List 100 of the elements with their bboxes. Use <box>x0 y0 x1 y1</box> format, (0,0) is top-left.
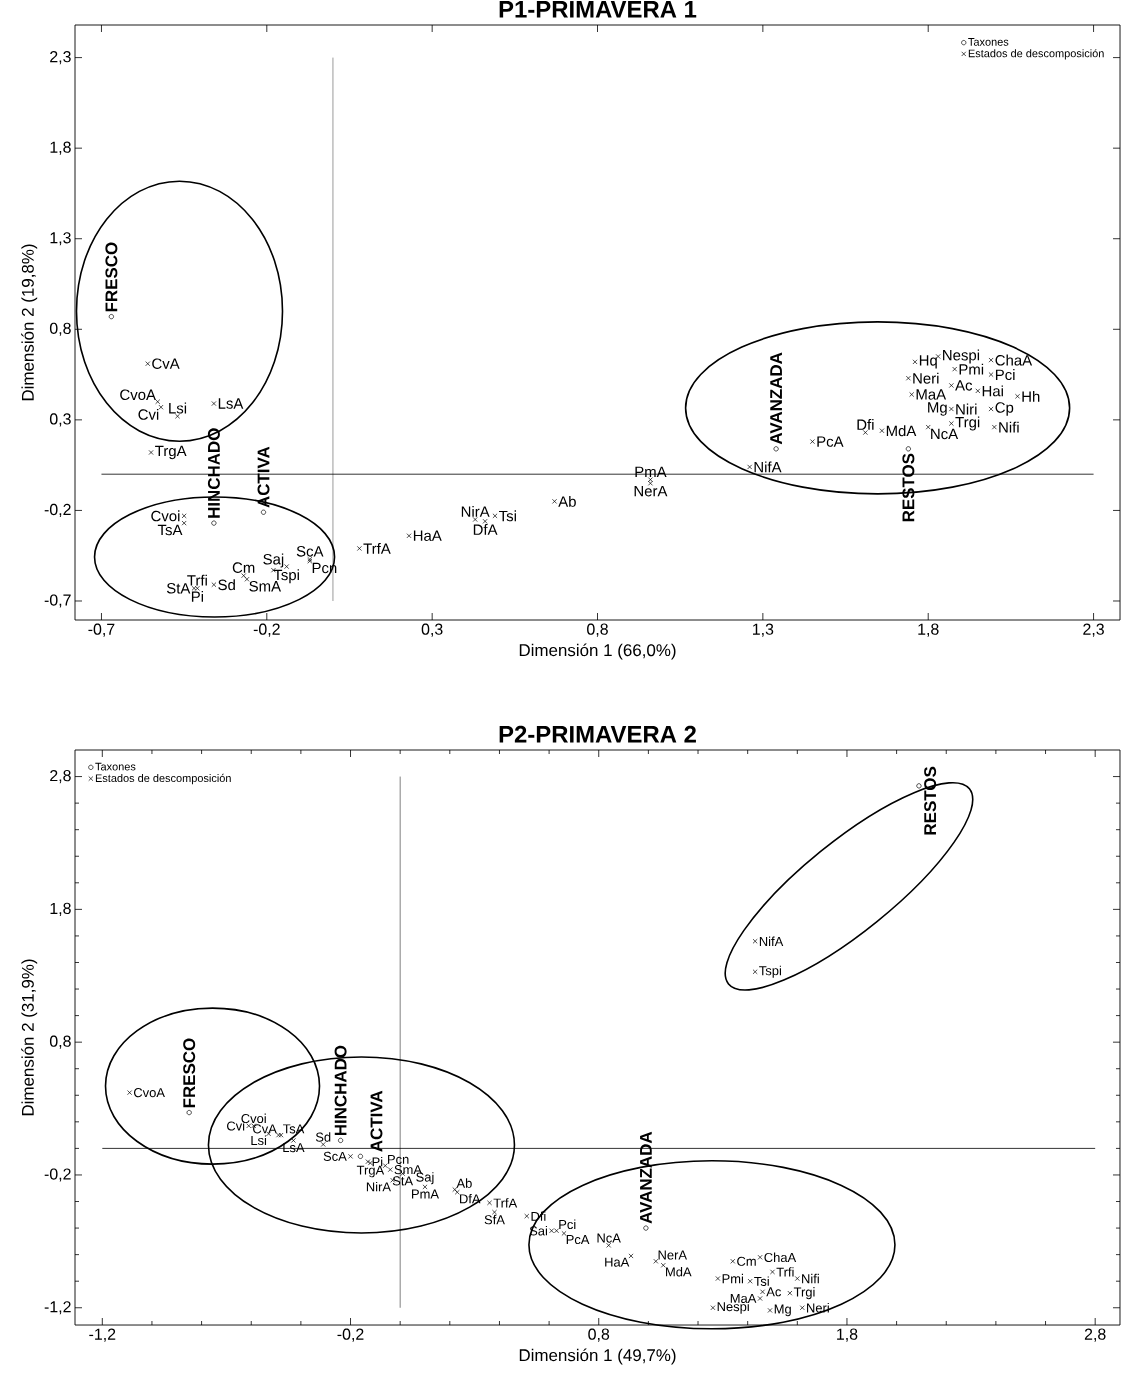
annotation: Cvi <box>227 1121 245 1131</box>
annotation: Niri <box>956 403 977 415</box>
annotation: Nespi <box>943 349 980 364</box>
annotation: NifA <box>759 936 784 946</box>
chart-title: P1-PRIMAVERA 1 <box>499 1 697 18</box>
annotation: MdA <box>666 1266 692 1277</box>
annotation: HINCHADO <box>207 428 220 518</box>
annotation: Nifi <box>802 1273 819 1284</box>
annotation: Nifi <box>999 421 1019 433</box>
annotation: CvoA <box>120 389 156 401</box>
annotation: Ac <box>955 380 973 391</box>
annotation: NcA <box>597 1233 621 1243</box>
annotation: CvoA <box>133 1088 165 1098</box>
x-tick-label: 1,3 <box>753 623 774 637</box>
annotation: FRESCO <box>105 242 118 312</box>
x-tick-label: 0,8 <box>588 1328 610 1342</box>
annotation: Pi <box>191 591 203 602</box>
y-tick-label: 1,8 <box>50 141 71 155</box>
annotation: NifA <box>754 461 782 473</box>
y-tick-label: -0,7 <box>44 594 71 608</box>
x-tick-label: -0,2 <box>253 623 280 637</box>
annotation: PmA <box>412 1189 439 1199</box>
annotation: Trfi <box>776 1267 794 1277</box>
x-axis-title: Dimensión 1 (66,0%) <box>519 643 676 660</box>
annotation: NerA <box>658 1250 687 1260</box>
annotation: MdA <box>886 425 917 437</box>
annotation: Pcn <box>388 1154 409 1164</box>
annotation: Pci <box>995 369 1015 381</box>
x-tick-label: 0,8 <box>587 623 608 637</box>
annotation: Ab <box>456 1178 472 1188</box>
annotation: Saj <box>263 553 284 568</box>
annotation: TsA <box>157 524 183 536</box>
x-tick-label: -0,7 <box>88 623 115 637</box>
legend-label: Estados de descomposición <box>968 49 1104 60</box>
annotation: PcA <box>566 1235 590 1245</box>
annotation: SfA <box>484 1214 505 1225</box>
legend-label: Estados de descomposición <box>95 773 231 785</box>
annotation: Mg <box>774 1304 791 1317</box>
annotation: Tsi <box>499 510 516 522</box>
annotation: Neri <box>913 372 939 384</box>
annotation: ScA <box>296 546 324 557</box>
annotation: PmA <box>635 466 667 477</box>
annotation: Pci <box>559 1219 576 1230</box>
annotation: DfA <box>460 1193 481 1204</box>
annotation: HINCHADO <box>334 1045 347 1136</box>
y-axis-title: Dimensión 2 (19,8%) <box>21 244 38 401</box>
y-tick-label: 2,3 <box>50 51 71 65</box>
annotation: Hq <box>919 355 937 369</box>
chart-title: P2-PRIMAVERA 2 <box>499 725 696 743</box>
annotation: Tspi <box>759 965 781 978</box>
annotation: Ac <box>766 1287 782 1297</box>
annotation: TrfA <box>493 1198 518 1208</box>
y-tick-label: 1,8 <box>50 902 71 916</box>
annotation: AVANZADA <box>640 1131 652 1224</box>
y-tick-label: -1,2 <box>44 1301 71 1315</box>
y-tick-label: 0,8 <box>49 322 71 336</box>
annotation: Cvi <box>138 408 159 420</box>
annotation: Trgi <box>793 1287 815 1300</box>
annotation: TrfA <box>363 543 391 554</box>
annotation: Cvoi <box>151 510 180 522</box>
annotation: DfA <box>473 523 498 535</box>
annotation: NirA <box>366 1181 391 1192</box>
legend-label: Taxones <box>968 38 1009 46</box>
annotation: RESTOS <box>902 453 915 522</box>
y-axis-title: Dimensión 2 (31,9%) <box>21 959 38 1116</box>
annotation: Neri <box>807 1302 829 1313</box>
annotation: Pi <box>372 1156 383 1167</box>
annotation: LsA <box>218 398 244 409</box>
annotation: TrgA <box>356 1165 385 1178</box>
x-tick-label: -0,2 <box>337 1328 364 1342</box>
x-tick-label: 1,8 <box>837 1328 858 1342</box>
x-axis-title: Dimensión 1 (49,7%) <box>519 1348 676 1365</box>
annotation: MaA <box>916 389 947 400</box>
annotation: Cm <box>232 562 255 573</box>
annotation: AVANZADA <box>770 352 782 445</box>
annotation: FRESCO <box>183 1038 196 1108</box>
annotation: Tsi <box>754 1276 769 1286</box>
annotation: HaA <box>413 530 442 541</box>
legend-label: Taxones <box>95 762 136 771</box>
x-tick-label: 2,3 <box>1083 623 1104 637</box>
annotation: PcA <box>817 436 844 447</box>
annotation: Sd <box>218 579 235 591</box>
y-tick-label: -0,2 <box>44 1168 71 1182</box>
annotation: Pmi <box>722 1273 744 1284</box>
annotation: Lsi <box>169 402 187 414</box>
annotation: Mg <box>928 402 947 416</box>
annotation: ACTIVA <box>257 446 270 508</box>
annotation: Dfi <box>857 419 874 430</box>
annotation: CvA <box>152 358 180 369</box>
annotation: ChaA <box>764 1252 797 1263</box>
annotation: Cvoi <box>241 1113 266 1124</box>
annotation: Pmi <box>959 363 984 375</box>
y-tick-label: 1,3 <box>50 232 71 246</box>
annotation: NerA <box>634 485 668 497</box>
annotation: Nespi <box>717 1301 749 1314</box>
annotation: ACTIVA <box>370 1090 383 1152</box>
annotation: Cp <box>995 402 1014 416</box>
annotation: Cm <box>737 1256 756 1266</box>
annotation: Ab <box>558 495 576 507</box>
x-tick-label: -1,2 <box>89 1328 116 1342</box>
